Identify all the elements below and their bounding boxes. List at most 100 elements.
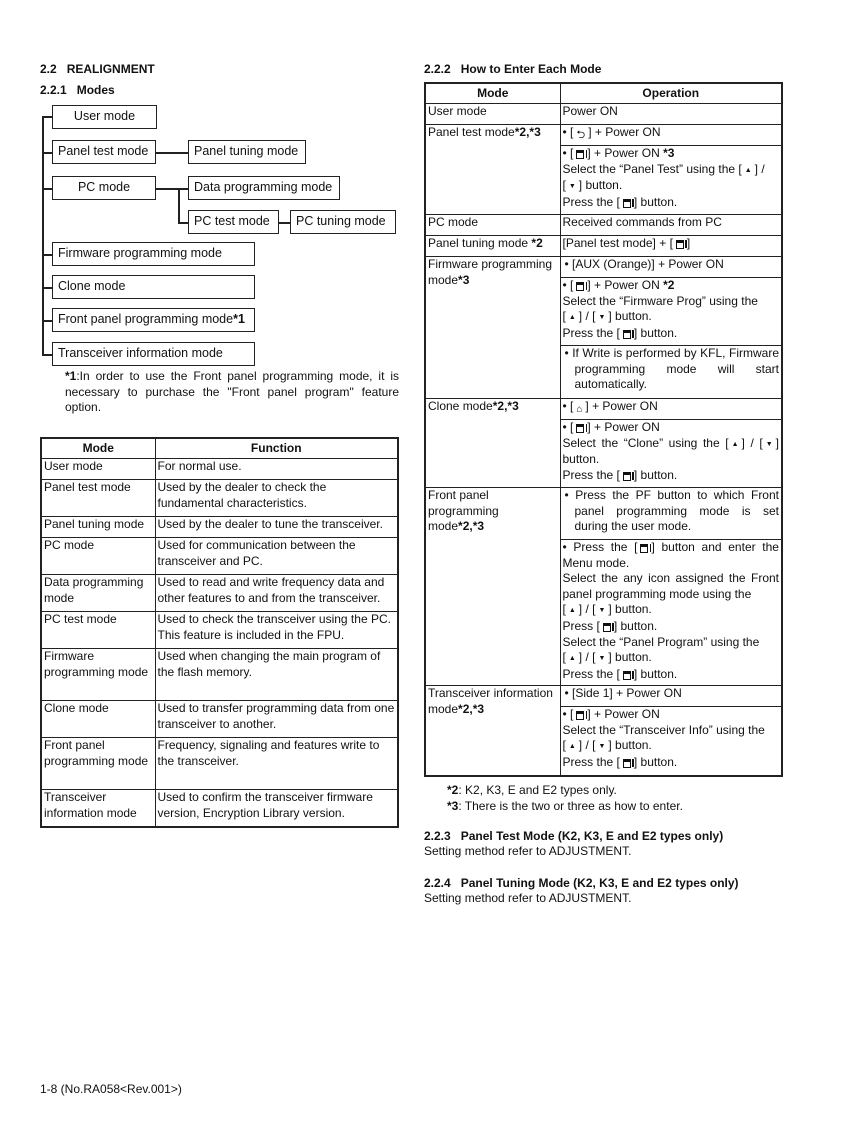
menu-icon bbox=[622, 670, 634, 680]
text: Panel test mode bbox=[428, 125, 515, 139]
text: Select the “Panel Test” using the [ bbox=[562, 161, 742, 176]
section-heading: 2.2 REALIGNMENT bbox=[40, 62, 155, 76]
table-row: • [] + Power ON *2 Select the “Firmware P… bbox=[425, 277, 783, 346]
table-row: Panel tuning mode Used by the dealer to t… bbox=[40, 516, 399, 538]
text: Press the [ bbox=[562, 666, 620, 681]
operation-line: Select the any icon assigned the Front p… bbox=[563, 571, 780, 602]
mode-cell: PC test mode bbox=[40, 611, 156, 649]
down-arrow-icon: ▼ bbox=[568, 183, 576, 191]
table-row: Panel tuning mode *2 [Panel test mode] + … bbox=[424, 235, 783, 257]
operation-cell: • [Side 1] + Power ON bbox=[559, 685, 783, 707]
operation-line: • [] + Power ON bbox=[563, 420, 780, 436]
node-pc-tuning-mode: PC tuning mode bbox=[290, 210, 396, 234]
footnote-mark: *1 bbox=[65, 369, 77, 383]
footnote-mark: *2,*3 bbox=[458, 519, 485, 534]
table-row: PC mode Used for communication between th… bbox=[40, 537, 399, 575]
connector-line bbox=[178, 222, 188, 224]
table-row: • [] + Power ON *3 Select the “Panel Test… bbox=[425, 145, 783, 215]
operation-line: • Press the PF button to which Front pan… bbox=[563, 488, 780, 535]
home-icon: ⌂ bbox=[576, 404, 583, 415]
table-header-row: Mode Operation bbox=[424, 82, 783, 104]
text: ] + Power ON bbox=[587, 707, 660, 721]
up-arrow-icon: ▲ bbox=[731, 440, 739, 448]
column-header-mode: Mode bbox=[40, 437, 156, 459]
section-number: 2.2 bbox=[40, 62, 57, 76]
node-front-panel-programming-mode: Front panel programming mode*1 bbox=[52, 308, 255, 332]
subsection-number: 2.2.2 bbox=[424, 62, 451, 76]
text: Press the [ bbox=[562, 467, 620, 482]
up-arrow-icon: ▲ bbox=[568, 314, 576, 322]
operation-line: [▲] / [▼] button. bbox=[563, 738, 780, 755]
mode-cell: Data programming mode bbox=[40, 574, 156, 612]
page-footer: 1-8 (No.RA058<Rev.001>) bbox=[40, 1082, 182, 1096]
text: • [ bbox=[562, 125, 574, 139]
text: ] + Power ON bbox=[587, 420, 660, 434]
text: Press the [ bbox=[562, 194, 620, 209]
subsection-number: 2.2.3 bbox=[424, 829, 451, 843]
menu-icon bbox=[576, 282, 588, 291]
connector-line bbox=[178, 188, 180, 222]
text: Press [ bbox=[562, 618, 600, 633]
operation-cell: Power ON bbox=[559, 103, 783, 125]
menu-icon bbox=[675, 240, 687, 249]
section-title: REALIGNMENT bbox=[66, 62, 155, 76]
table-row: Firmware programming mode Used when chang… bbox=[40, 648, 399, 701]
mode-cell: Clone mode bbox=[40, 700, 156, 738]
menu-icon bbox=[576, 424, 588, 433]
text: ] button. bbox=[562, 435, 780, 467]
footnote-mark: *2 bbox=[447, 783, 459, 797]
function-cell: Frequency, signaling and features write … bbox=[154, 737, 399, 790]
operation-line: Press [] button. bbox=[563, 619, 780, 635]
mode-cell: Firmware programming mode bbox=[40, 648, 156, 701]
menu-icon bbox=[602, 622, 614, 632]
menu-icon bbox=[640, 544, 652, 553]
table-row: • [] + Power ON Select the “Clone” using … bbox=[425, 419, 783, 488]
menu-icon bbox=[622, 471, 634, 481]
table-row: Panel test mode*2,*3 • [⮌] + Power ON bbox=[424, 124, 783, 215]
text: ] / [ bbox=[578, 738, 596, 753]
table-row: PC mode Received commands from PC bbox=[424, 214, 783, 236]
subsection-heading: 2.2.4 Panel Tuning Mode (K2, K3, E and E… bbox=[424, 876, 739, 891]
node-firmware-programming-mode: Firmware programming mode bbox=[52, 242, 255, 266]
function-cell: Used to read and write frequency data an… bbox=[154, 574, 399, 612]
function-cell: Used to confirm the transceiver firmware… bbox=[154, 789, 399, 827]
function-cell: Used when changing the main program of t… bbox=[154, 648, 399, 701]
subsection-heading-modes: 2.2.1 Modes bbox=[40, 83, 115, 97]
text: ] button. bbox=[633, 467, 678, 482]
text: • If Write is performed by KFL, Firmware… bbox=[564, 346, 780, 392]
node-pc-mode: PC mode bbox=[52, 176, 156, 200]
node-user-mode: User mode bbox=[52, 105, 157, 129]
text: ] bbox=[686, 236, 691, 250]
node-label: Front panel programming mode bbox=[58, 312, 234, 326]
node-transceiver-information-mode: Transceiver information mode bbox=[52, 342, 255, 366]
footnote-text: :In order to use the Front panel program… bbox=[65, 369, 399, 414]
node-panel-tuning-mode: Panel tuning mode bbox=[188, 140, 306, 164]
subsection-title: Panel Test Mode (K2, K3, E and E2 types … bbox=[460, 829, 724, 843]
tree-branch-line bbox=[42, 188, 52, 190]
operation-line: Press the [ ] button. bbox=[563, 468, 780, 484]
function-cell: Used to check the transceiver using the … bbox=[154, 611, 399, 649]
tree-branch-line bbox=[42, 152, 52, 154]
connector-line bbox=[156, 152, 188, 154]
operation-cell: • [⮌] + Power ON bbox=[559, 124, 783, 146]
connector-line bbox=[279, 222, 290, 224]
operation-line: • [AUX (Orange)] + Power ON bbox=[563, 257, 780, 273]
table-row: • [] + Power ON Select the “Transceiver I… bbox=[425, 706, 783, 776]
mode-cell: Front panel programming mode bbox=[40, 737, 156, 790]
text: ] button. bbox=[608, 309, 652, 324]
node-clone-mode: Clone mode bbox=[52, 275, 255, 299]
operation-line: [▲] / [▼] button. bbox=[563, 602, 780, 619]
text: Select the “Transceiver Info” using the bbox=[562, 722, 765, 737]
mode-cell: Transceiver information mode*2,*3 bbox=[424, 685, 561, 776]
operation-cell: • [] + Power ON *2 Select the “Firmware P… bbox=[559, 277, 783, 346]
text: ] button. bbox=[633, 754, 678, 769]
mode-cell: Panel tuning mode *2 bbox=[424, 235, 561, 257]
text: Press the [ bbox=[562, 325, 620, 340]
text: ] / bbox=[754, 161, 765, 176]
text: [ bbox=[562, 178, 566, 193]
mode-cell: Transceiver information mode bbox=[40, 789, 156, 827]
subsection-heading-enter: 2.2.2 How to Enter Each Mode bbox=[424, 62, 601, 76]
table-row: Firmware programming mode*3 • [AUX (Orang… bbox=[424, 256, 783, 399]
table-row: Data programming mode Used to read and wr… bbox=[40, 574, 399, 612]
text: ] button. bbox=[578, 178, 623, 193]
